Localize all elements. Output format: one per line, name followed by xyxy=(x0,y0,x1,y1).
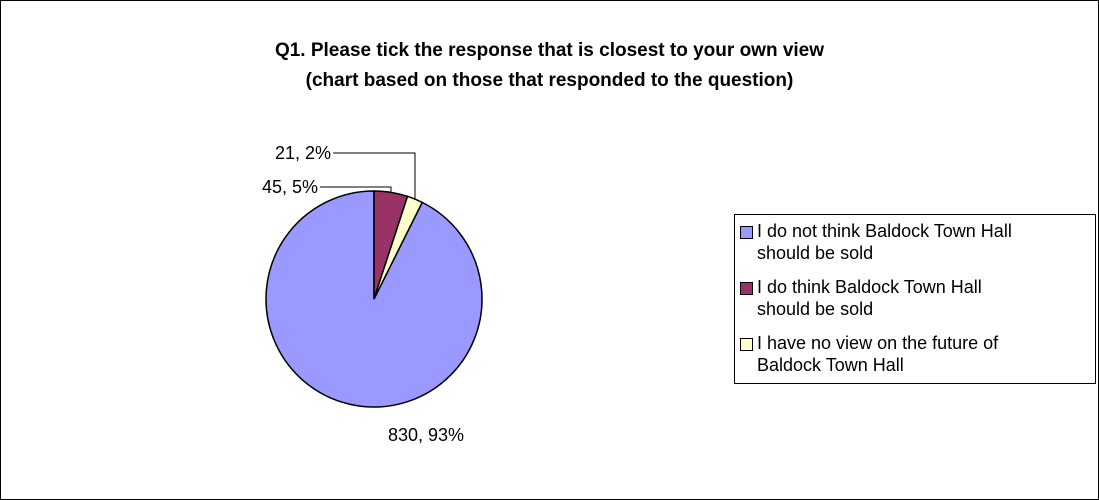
legend-label-no-view-line-2: Baldock Town Hall xyxy=(757,355,904,375)
data-label-not-sold: 830, 93% xyxy=(388,425,464,445)
legend-label-sold-line-1: I do think Baldock Town Hall xyxy=(757,277,982,297)
legend-label-no-view: I have no view on the future of Baldock … xyxy=(757,332,1087,376)
legend-swatch-no-view xyxy=(740,338,753,351)
data-label-sold: 45, 5% xyxy=(262,177,318,197)
legend-item-sold: I do think Baldock Town Hall should be s… xyxy=(740,276,1087,320)
data-label-no-view: 21, 2% xyxy=(275,143,331,163)
legend-label-not-sold: I do not think Baldock Town Hall should … xyxy=(757,220,1087,264)
pie-slice-not-sold xyxy=(265,190,483,408)
legend-item-no-view: I have no view on the future of Baldock … xyxy=(740,332,1087,376)
legend-label-sold-line-2: should be sold xyxy=(757,299,874,319)
chart-title-line-2: (chart based on those that responded to … xyxy=(305,70,794,91)
legend-swatch-not-sold xyxy=(740,226,753,239)
leader-line-no-view xyxy=(333,152,416,200)
legend-label-not-sold-line-2: should be sold xyxy=(757,243,874,263)
legend-label-no-view-line-1: I have no view on the future of xyxy=(757,333,999,353)
chart-title: Q1. Please tick the response that is clo… xyxy=(0,36,1099,96)
legend-label-sold: I do think Baldock Town Hall should be s… xyxy=(757,276,1087,320)
legend-swatch-sold xyxy=(740,282,753,295)
chart-legend: I do not think Baldock Town Hall should … xyxy=(734,214,1096,384)
leader-line-sold xyxy=(320,186,392,193)
legend-label-not-sold-line-1: I do not think Baldock Town Hall xyxy=(757,221,1012,241)
legend-item-not-sold: I do not think Baldock Town Hall should … xyxy=(740,220,1087,264)
pie-slice-no-view xyxy=(373,195,424,300)
chart-title-line-1: Q1. Please tick the response that is clo… xyxy=(274,40,825,61)
